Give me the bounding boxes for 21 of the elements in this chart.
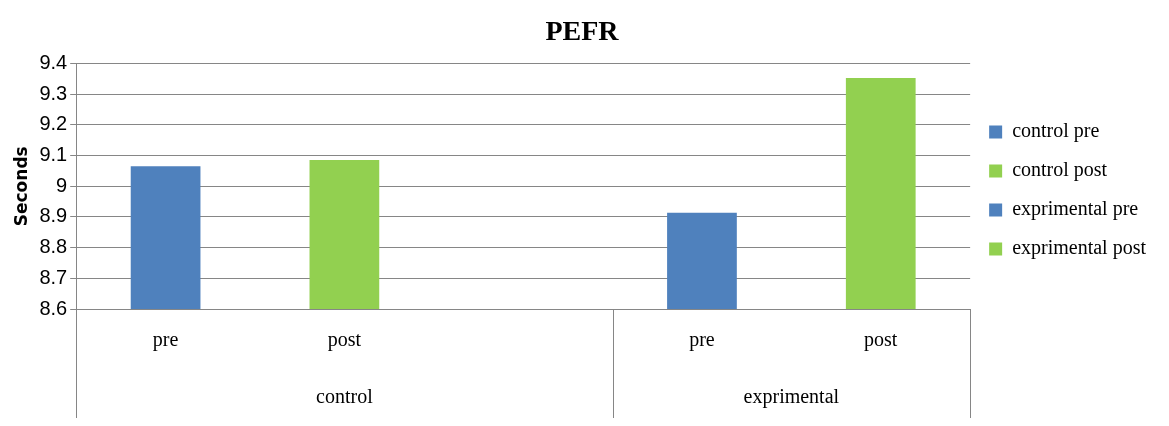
x-tick-label: pre <box>152 328 179 352</box>
x-tick-label: post <box>864 328 898 352</box>
y-tick-label: 8.7 <box>39 265 68 288</box>
legend-label: exprimental post <box>1012 236 1147 260</box>
y-tick-label: 9.3 <box>39 81 68 104</box>
y-tick-label: 9.4 <box>39 51 68 74</box>
y-tick-label: 9 <box>56 173 68 196</box>
x-tick-label: pre <box>689 328 715 352</box>
text: exprimental <box>743 385 840 409</box>
text: control <box>316 385 374 408</box>
legend-label: exprimental pre <box>1012 197 1139 221</box>
y-tick-label: 8.6 <box>39 296 68 319</box>
legend-label: control post <box>1012 158 1108 182</box>
y-tick-label: 9.1 <box>39 143 68 166</box>
y-tick-label: 8.8 <box>39 235 68 258</box>
y-axis-title: Seconds <box>10 146 31 227</box>
y-tick-label: 9.2 <box>39 112 68 135</box>
legend-label: control pre <box>1012 119 1100 143</box>
x-tick-label: post <box>327 328 362 352</box>
y-tick-label: 8.9 <box>39 204 68 227</box>
chart-title: PEFR <box>545 15 620 47</box>
